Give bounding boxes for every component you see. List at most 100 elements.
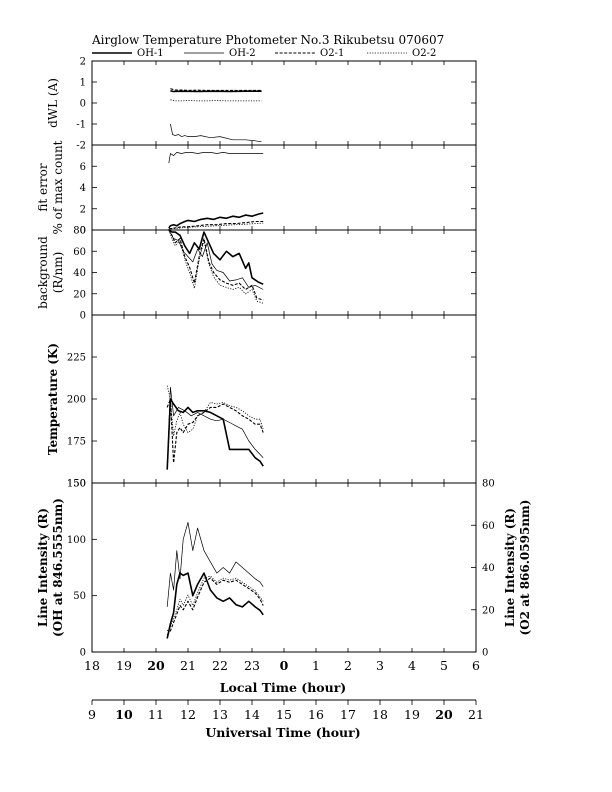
series-line-temp-o2-2 [166,385,264,437]
series-line-dwl-o2-2 [170,99,262,102]
y-tick-label-dwl: 1 [80,78,86,89]
y-tick-label-right-int: 0 [482,648,488,659]
x-axis-label-local: Local Time (hour) [220,680,346,695]
x-tick-label-ut: 12 [180,707,196,722]
y-tick-label-dwl: 0 [80,99,86,110]
y-tick-label-bg: 80 [73,226,86,237]
x-tick-label-ut: 15 [276,707,292,722]
y-axis-label-bg-1: (R/nm) [51,252,65,294]
x-tick-label-local: 19 [116,658,132,673]
y-tick-label-fit: 2 [80,204,86,215]
x-tick-label-local: 2 [344,658,352,673]
y-tick-label-right-int: 80 [482,479,495,490]
legend: OH-1 OH-2 O2-1 O2-2 [92,48,436,59]
series-line-bg-o2-1 [168,229,264,301]
series-line-temp-o2-1 [166,398,264,464]
y-tick-label-right-int: 60 [482,521,495,532]
panel-frame-temp [91,314,477,484]
x-tick-label-local: 20 [147,658,165,673]
y-axis-label-int-1: (OH at 846.5555nm) [51,498,65,637]
legend-label-o2-2: O2-2 [412,48,436,59]
y-tick-label-fit: 6 [80,162,86,173]
y-axis-label-fit-0: fit error [36,163,50,211]
y-tick-label-int: 50 [73,591,86,602]
panel-dwl: -2 -1 0 1 2 dWL (A) [46,57,477,152]
y-axis-label-right-int-1: (O2 at 866.0595nm) [518,500,532,636]
y-tick-label-dwl: -1 [76,120,86,131]
x-tick-label-ut: 20 [435,707,453,722]
series-line-temp-oh-1 [166,398,264,470]
series-line-bg-o2-2 [168,229,264,304]
series-line-fit-oh-1 [168,212,264,229]
ut-axis: 9 10 11 12 13 14 15 16 17 18 19 20 21 [88,699,484,722]
y-axis-label-bg-0: background [36,236,50,309]
panel-bg: 0 20 40 60 80 background (R/nm) [36,226,477,322]
legend-label-oh-1: OH-1 [137,48,164,59]
y-tick-label-int: 100 [67,535,86,546]
x-tick-label-local: 6 [472,658,480,673]
series-line-fit-oh-2 [168,152,264,164]
series-line-int-o2-2 [166,575,264,632]
y-tick-label-fit: 4 [80,183,86,194]
x-tick-label-local: 5 [440,658,448,673]
series-line-dwl-oh-2 [170,123,262,143]
y-tick-label-int: 0 [80,648,86,659]
y-tick-label-int: 150 [67,479,86,490]
panel-temp: 150 175 200 225 Temperature (K) [46,314,477,490]
x-tick-label-local: 18 [84,658,100,673]
series-line-temp-oh-2 [166,386,264,470]
panel-frame-fit [91,144,477,231]
x-tick-label-ut: 18 [372,707,388,722]
panel-frame-dwl [91,60,477,146]
y-tick-label-temp: 200 [67,395,86,406]
series-line-dwl-oh-1 [170,90,262,93]
y-axis-label-right-int-0: Line Intensity (R) [503,508,517,627]
y-tick-label-right-int: 40 [482,563,495,574]
x-tick-label-local: 4 [408,658,416,673]
x-tick-label-local: 21 [180,658,196,673]
x-tick-label-ut: 10 [115,707,133,722]
y-axis-label-temp-0: Temperature (K) [46,343,60,455]
series-line-int-oh-2 [166,522,264,607]
y-tick-label-bg: 40 [73,268,86,279]
y-tick-label-dwl: 2 [80,57,86,68]
x-tick-label-local: 0 [280,658,289,673]
panel-frame-int [91,482,477,653]
x-tick-label-ut: 16 [308,707,324,722]
x-tick-label-ut: 11 [148,707,164,722]
y-tick-label-bg: 0 [80,311,86,322]
y-tick-label-fit: 0 [80,226,86,237]
y-tick-label-bg: 20 [73,289,86,300]
x-tick-label-local: 1 [312,658,320,673]
y-axis-label-dwl-0: dWL (A) [46,78,60,128]
y-tick-label-temp: 175 [67,437,86,448]
x-tick-labels-local: 18 19 20 21 22 23 0 1 2 3 4 5 6 [84,658,480,673]
series-line-int-o2-1 [166,577,264,636]
y-axis-label-fit-1: % of max count [51,140,65,234]
chart-title: Airglow Temperature Photometer No.3 Riku… [91,33,444,47]
panel-fit: 0 2 4 6 fit error% of max count [36,140,477,237]
x-tick-label-ut: 21 [468,707,484,722]
y-tick-label-right-int: 20 [482,605,495,616]
series-line-bg-oh-2 [168,229,264,290]
y-tick-label-temp: 225 [67,353,86,364]
x-axis-label-ut: Universal Time (hour) [205,725,360,740]
series-line-dwl-o2-1 [170,88,262,91]
x-tick-label-local: 22 [212,658,228,673]
y-tick-label-dwl: -2 [76,141,86,152]
panel-frame-bg [91,229,477,316]
series-line-fit-o2-1 [168,220,264,230]
x-tick-label-local: 23 [244,658,260,673]
x-tick-label-ut: 14 [244,707,260,722]
y-tick-label-temp: 150 [67,479,86,490]
x-tick-label-ut: 13 [212,707,228,722]
legend-label-oh-2: OH-2 [229,48,256,59]
x-tick-label-local: 3 [376,658,384,673]
series-line-int-oh-1 [166,572,264,639]
series-line-bg-oh-1 [168,229,264,285]
y-axis-label-int-0: Line Intensity (R) [36,508,50,627]
x-tick-label-ut: 19 [404,707,420,722]
